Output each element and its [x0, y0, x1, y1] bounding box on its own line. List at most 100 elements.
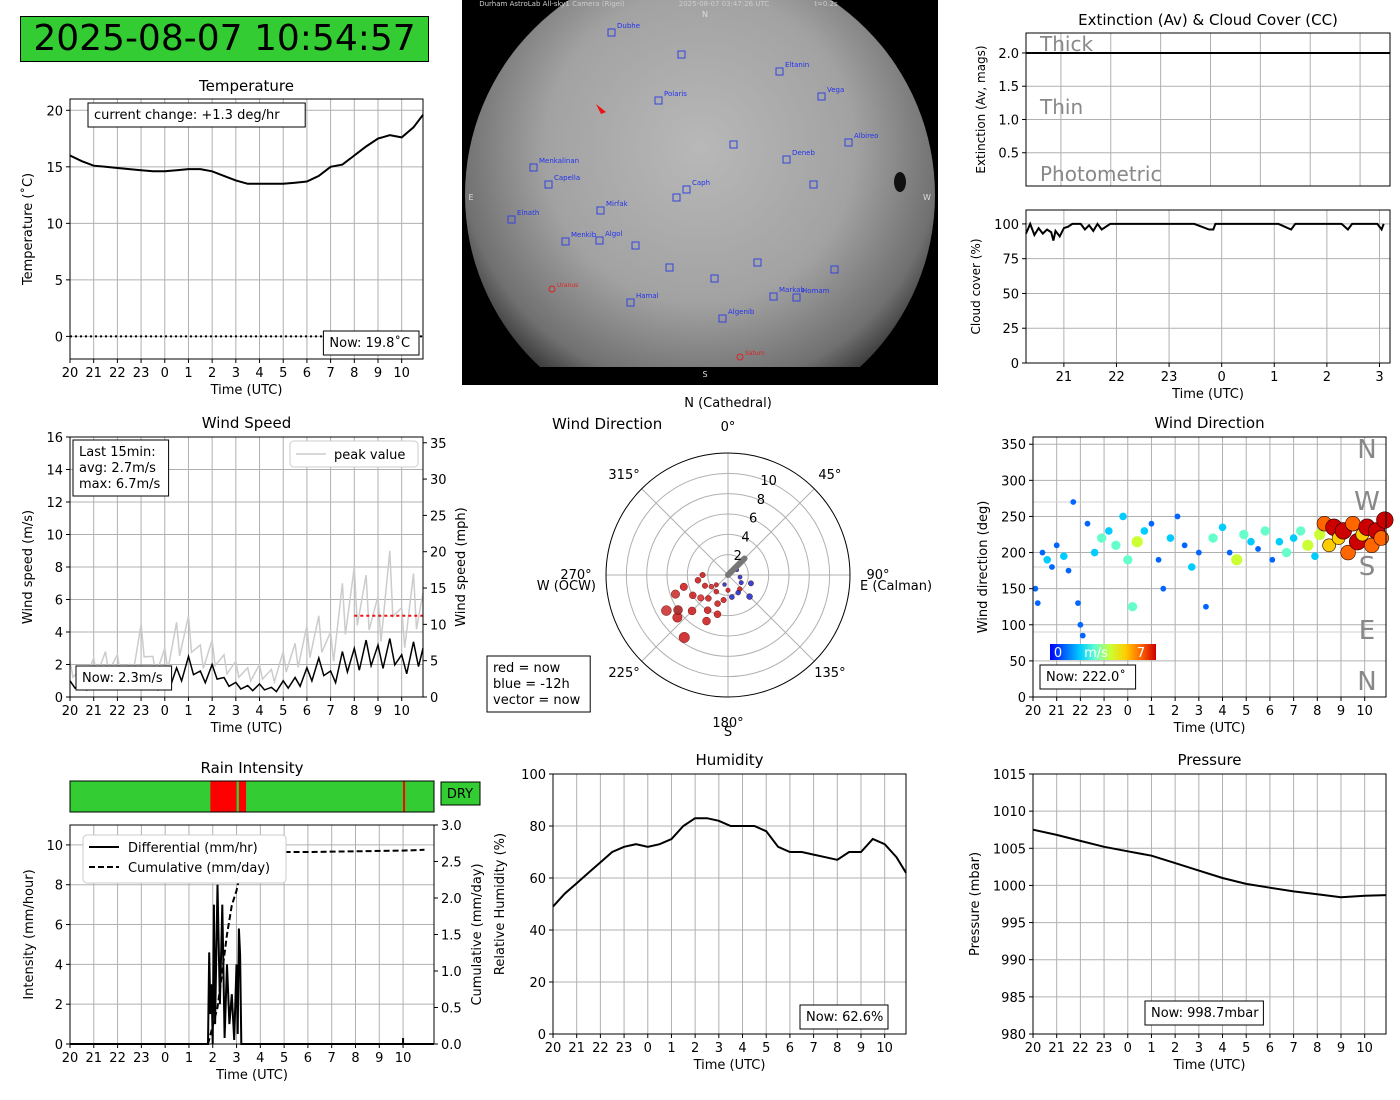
- chart-title: Extinction (Av) & Cloud Cover (CC): [1078, 11, 1338, 29]
- wind-stats-label: avg: 2.7m/s: [79, 461, 156, 476]
- x-tick-label: 21: [85, 704, 102, 719]
- camera-canvas: Durham AstroLab All-sky1 Camera (Rigel) 2…: [462, 0, 938, 430]
- wet-band: [210, 781, 237, 812]
- wind-point: [697, 594, 705, 602]
- x-tick-label: 23: [133, 366, 150, 381]
- angle-label: 45°: [818, 468, 841, 483]
- y-tick-label: 20: [46, 104, 63, 119]
- x-tick-label: 10: [393, 366, 410, 381]
- wind-direction-point: [1226, 549, 1233, 556]
- y2-tick-label: 10: [430, 618, 447, 633]
- wind-direction-point: [1187, 563, 1196, 571]
- level-photometric-label: Photometric: [1040, 162, 1161, 186]
- plot-frame: [1032, 773, 1387, 1035]
- x-tick-label: 8: [350, 704, 358, 719]
- angle-label: 0°: [721, 420, 736, 435]
- y-tick-label: 0: [55, 330, 63, 345]
- wind-point: [746, 593, 753, 600]
- radial-tick-label: 2: [734, 549, 742, 564]
- radial-tick-label: 8: [757, 493, 765, 508]
- polar-legend: blue = -12h: [493, 677, 570, 692]
- x-tick-label: 5: [279, 704, 287, 719]
- x-axis-label: Time (UTC): [210, 383, 283, 398]
- pressure-series: [1032, 828, 1387, 899]
- star-marker: [782, 155, 791, 164]
- wind-stats-label-box: [72, 439, 170, 497]
- x-tick-label: 22: [1072, 704, 1089, 719]
- x-tick-label: 1: [184, 366, 192, 381]
- angular-grid: [641, 574, 729, 662]
- star-marker: [677, 50, 686, 59]
- clock-display: 2025-08-07 10:54:57: [20, 16, 429, 62]
- compass-north: N: [702, 10, 708, 19]
- wind-direction-point: [1289, 534, 1298, 542]
- wet-band: [238, 781, 247, 812]
- y-tick-label: 1005: [993, 842, 1026, 857]
- wind-point: [687, 606, 697, 616]
- star-label: Caph: [692, 179, 710, 187]
- x-tick-label: 0: [161, 366, 169, 381]
- wind-now-label-box: [75, 665, 173, 691]
- y2-tick-label: 20: [430, 546, 447, 561]
- star-marker: [792, 293, 801, 302]
- x-axis-label: Time (UTC): [1173, 721, 1246, 736]
- y2-tick-label: 2.0: [441, 892, 462, 907]
- wind-direction-point: [1373, 530, 1389, 546]
- camera-header-left: Durham AstroLab All-sky1 Camera (Rigel): [479, 0, 625, 8]
- y2-tick-label: 3.0: [441, 819, 462, 834]
- x-tick-label: 7: [809, 1041, 817, 1056]
- x-tick-label: 23: [133, 704, 150, 719]
- y2-axis-label: Wind speed (mph): [454, 507, 469, 627]
- y-tick-label: 0: [1011, 357, 1019, 372]
- wind-direction-point: [1059, 552, 1068, 560]
- y2-tick-label: 30: [430, 473, 447, 488]
- chart-title: Wind Direction: [1154, 414, 1264, 432]
- y-tick-label: 100: [994, 218, 1019, 233]
- star-marker: [844, 138, 853, 147]
- x-tick-label: 21: [568, 1041, 585, 1056]
- y-tick-label: 8: [55, 879, 63, 894]
- x-tick-label: 3: [1195, 704, 1203, 719]
- polar-frame: [605, 452, 851, 698]
- star-label: Polaris: [664, 90, 687, 98]
- x-tick-label: 23: [133, 1051, 150, 1066]
- rain-status-bar: Rain Intensity DRY: [69, 759, 481, 813]
- planet-marker: [548, 285, 556, 293]
- star-marker: [753, 258, 762, 267]
- wind-direction-point: [1275, 537, 1284, 546]
- x-tick-label: 20: [62, 1051, 79, 1066]
- y-tick-label: 10: [46, 839, 63, 854]
- wind-direction-point: [1079, 632, 1086, 639]
- x-tick-label: 10: [1356, 704, 1373, 719]
- wind-direction-point: [1034, 600, 1041, 607]
- x-tick-label: 4: [255, 704, 263, 719]
- wind-direction-point: [1140, 527, 1149, 535]
- pressure-now-label: Now: 998.7mbar: [1151, 1006, 1259, 1021]
- y-tick-label: 1.5: [998, 80, 1019, 95]
- wind-point: [748, 580, 754, 587]
- x-tick-label: 7: [1289, 704, 1297, 719]
- y-tick-label: 100: [1001, 619, 1026, 634]
- wind-direction-point: [1260, 526, 1270, 536]
- star-label: Algenib: [728, 308, 755, 316]
- polar-legend: vector = now: [493, 693, 581, 708]
- y-tick-label: 4: [55, 958, 63, 973]
- y-tick-label: 995: [1001, 917, 1026, 932]
- compass-letter: N: [1357, 667, 1376, 697]
- star-label: Menkib: [571, 231, 597, 239]
- x-tick-label: 5: [1242, 1041, 1250, 1056]
- wind-direction-point: [1131, 536, 1143, 548]
- level-thin-label: Thin: [1039, 95, 1083, 119]
- x-tick-label: 5: [280, 1051, 288, 1066]
- y2-tick-label: 5: [430, 655, 438, 670]
- y-tick-label: 25: [1002, 322, 1019, 337]
- north-label: N (Cathedral): [684, 396, 772, 411]
- x-tick-label: 1: [1147, 704, 1155, 719]
- y-tick-label: 60: [529, 872, 546, 887]
- star-marker: [595, 236, 604, 245]
- x-tick-label: 21: [1048, 704, 1065, 719]
- speed-colorbar: [1050, 644, 1156, 660]
- y-tick-label: 2.0: [998, 47, 1019, 62]
- x-tick-label: 9: [374, 704, 382, 719]
